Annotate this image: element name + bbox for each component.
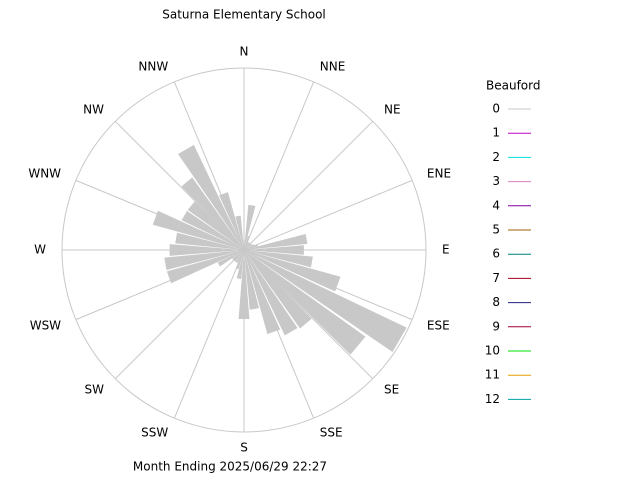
direction-label: NW: [83, 102, 104, 116]
wedge: [244, 204, 256, 250]
legend-label: 7: [492, 271, 500, 285]
wedge: [244, 250, 313, 268]
spoke: [114, 120, 245, 251]
wedge: [244, 234, 308, 250]
wedge: [175, 232, 244, 250]
legend-label: 8: [492, 295, 500, 309]
direction-label: WNW: [28, 167, 61, 181]
wedge: [244, 243, 259, 250]
spoke: [173, 249, 245, 419]
wedge: [152, 210, 244, 250]
wedge: [233, 250, 244, 262]
direction-label: SE: [384, 383, 399, 397]
legend-label: 4: [492, 198, 500, 212]
direction-label: SSW: [141, 425, 168, 439]
direction-label: NNE: [320, 60, 346, 74]
wedge: [166, 250, 244, 284]
wedge: [244, 250, 298, 336]
direction-label: SSE: [320, 425, 343, 439]
wedge: [181, 177, 244, 250]
legend-label: 11: [485, 368, 500, 382]
legend-label: 9: [492, 319, 500, 333]
wedge: [244, 242, 251, 250]
wedge: [244, 235, 251, 250]
legend-title: Beauford: [486, 79, 540, 93]
direction-label: N: [240, 45, 249, 59]
legend-label: 5: [492, 223, 500, 237]
wedge: [164, 250, 244, 271]
wedge: [244, 250, 366, 355]
wedge: [244, 245, 304, 255]
direction-label: SW: [85, 383, 105, 397]
wedge: [243, 240, 245, 250]
wedge: [178, 144, 244, 250]
spoke: [243, 120, 374, 251]
legend-label: 1: [492, 126, 500, 140]
wedge: [244, 243, 254, 250]
wedge: [244, 243, 252, 250]
legend-label: 2: [492, 150, 500, 164]
spoke: [243, 81, 315, 251]
wedge: [235, 250, 244, 270]
legend-label: 10: [485, 344, 500, 358]
legend-label: 12: [485, 392, 500, 406]
wedge: [244, 250, 341, 292]
wedge: [232, 250, 244, 261]
legend-label: 6: [492, 247, 500, 261]
wedge: [181, 210, 244, 250]
direction-label: E: [442, 243, 450, 257]
direction-label: ESE: [427, 318, 450, 332]
wedge: [235, 250, 244, 264]
direction-label: ENE: [427, 167, 451, 181]
caption: Month Ending 2025/06/29 22:27: [133, 460, 327, 474]
wedge: [244, 250, 407, 353]
direction-label: W: [34, 243, 46, 257]
wedge: [217, 250, 244, 267]
wedge: [187, 201, 244, 250]
wedge: [238, 250, 250, 319]
spoke: [243, 249, 374, 380]
wedge: [244, 241, 250, 250]
direction-label: NE: [384, 102, 401, 116]
direction-label: WSW: [30, 318, 61, 332]
wedge: [235, 215, 244, 250]
wedge: [244, 250, 281, 335]
direction-label: S: [240, 441, 248, 455]
direction-label: NNW: [138, 60, 168, 74]
chart-title: Saturna Elementary School: [162, 8, 326, 22]
wedge: [244, 250, 312, 329]
spoke: [114, 249, 245, 380]
wedge: [236, 250, 244, 279]
wedge: [169, 244, 244, 256]
wedge: [244, 250, 260, 310]
legend-label: 3: [492, 174, 500, 188]
wedge: [219, 192, 244, 250]
legend-label: 0: [492, 102, 500, 116]
spoke: [243, 179, 413, 251]
